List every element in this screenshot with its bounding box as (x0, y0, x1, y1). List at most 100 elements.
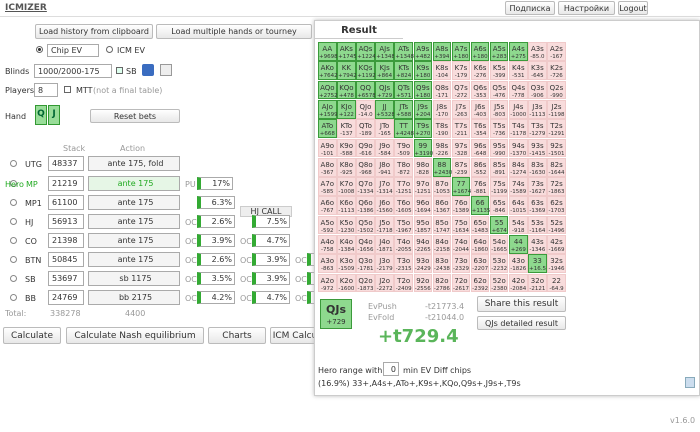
stack-input[interactable]: 21219 (48, 176, 84, 191)
percent-box[interactable]: 3.9% (252, 253, 290, 266)
hand-cell[interactable]: T5s -736 (489, 119, 509, 138)
hand-cell[interactable]: 96o -1694 (413, 196, 433, 216)
hand-cell[interactable]: A3s -85.0 (528, 42, 547, 61)
stack-input[interactable]: 21398 (48, 233, 84, 248)
hand-cell[interactable]: J6o -1560 (375, 196, 394, 216)
percent-box[interactable]: 4.7% (252, 291, 290, 304)
radio[interactable] (106, 46, 113, 53)
hand-cell[interactable]: K5o -1230 (337, 215, 356, 235)
hand-cell[interactable]: 65o -1483 (470, 215, 490, 235)
hand-cell[interactable]: AJo +1599 (318, 99, 338, 119)
percent-box[interactable]: 17% (197, 177, 233, 190)
hand-cell[interactable]: 54s -918 (509, 215, 528, 235)
hand-cell[interactable]: K2o -1600 (337, 273, 356, 293)
hand-cell[interactable]: KJo +122 (337, 99, 356, 119)
hand-cell[interactable]: T2o -2409 (394, 273, 413, 293)
hand-cell[interactable]: KK +7942 (337, 61, 357, 81)
hand-cell[interactable]: 94o -2265 (413, 235, 433, 254)
hand-cell[interactable]: J8o -941 (375, 157, 394, 177)
reset-button[interactable]: Reset bets (90, 109, 180, 123)
load-button[interactable]: Load multiple hands or tourney (156, 24, 312, 39)
hand-cell[interactable]: 73o -2329 (451, 254, 471, 274)
hand-cell[interactable]: QJo -14.0 (356, 99, 375, 119)
hand-cell[interactable]: Q3o -1781 (356, 254, 375, 274)
hand-cell[interactable]: QTs +571 (394, 80, 413, 100)
hand-cell[interactable]: J4o -1871 (375, 235, 394, 254)
players-select[interactable]: 8 (34, 83, 58, 97)
hand-cell[interactable]: K4o -1384 (337, 235, 356, 254)
icon[interactable] (160, 64, 172, 76)
hand-cell[interactable]: 32o -2121 (528, 273, 547, 293)
hand-cell[interactable]: 95s -990 (489, 138, 509, 158)
hand-cell[interactable]: 66 +1135 (470, 196, 490, 216)
hand-cell[interactable]: 53o -2232 (489, 254, 509, 274)
hand-cell[interactable]: AKo +7642 (318, 61, 338, 81)
hand-cell[interactable]: TT +4248 (394, 119, 414, 138)
hand-cell[interactable]: 96s -648 (470, 138, 490, 158)
percent-box[interactable]: 7.5% (252, 215, 290, 228)
hand-cell[interactable]: A9o -101 (318, 138, 337, 158)
hand-cell[interactable]: J2o -2272 (375, 273, 394, 293)
hand-cell[interactable]: A5o -592 (318, 215, 337, 235)
hand-cell[interactable]: A5s +283 (489, 42, 509, 61)
hand-cell[interactable]: 87s -239 (451, 157, 471, 177)
radio[interactable] (10, 218, 17, 225)
hand-cell[interactable]: ATs +1348 (394, 42, 414, 61)
hand-cell[interactable]: 72s -1863 (547, 177, 566, 196)
hand-cell[interactable]: T7o -1251 (394, 177, 413, 196)
hand-cell[interactable]: K5s -399 (489, 61, 509, 81)
hand-cell[interactable]: 65s -846 (489, 196, 509, 216)
hand-cell[interactable]: K8o -925 (337, 157, 356, 177)
hand-cell[interactable]: T4o -2055 (394, 235, 413, 254)
hand-cell[interactable]: 32s -1946 (547, 254, 566, 274)
hand-cell[interactable]: 95o -1857 (413, 215, 433, 235)
percent-box[interactable]: 3.5% (197, 272, 235, 285)
hand-cell[interactable]: T7s -211 (451, 119, 471, 138)
hand-cell[interactable]: Q5o -1502 (356, 215, 375, 235)
hand-cell[interactable]: 43s -1346 (528, 235, 547, 254)
hand-cell[interactable]: Q8o -968 (356, 157, 375, 177)
hand-cell[interactable]: T5o -1967 (394, 215, 413, 235)
stack-input[interactable]: 56913 (48, 214, 84, 229)
hand-cell[interactable]: AQo +2752 (318, 80, 338, 100)
hand-cell[interactable]: Q6s -353 (470, 80, 490, 100)
stack-input[interactable]: 61100 (48, 195, 84, 210)
hand-cell[interactable]: QJs +729 (375, 80, 394, 100)
hand-cell[interactable]: T2s -1291 (547, 119, 566, 138)
hand-cell[interactable]: 86s -552 (470, 157, 490, 177)
hand-cell[interactable]: J8s -170 (432, 99, 452, 119)
hand-cell[interactable]: 93s -1415 (528, 138, 547, 158)
stack-input[interactable]: 24769 (48, 290, 84, 305)
hand-cell[interactable]: 75s -1199 (489, 177, 509, 196)
hand-cell[interactable]: 62o -2392 (470, 273, 490, 293)
hand-cell[interactable]: 22 -64.9 (547, 273, 566, 293)
hand-cell[interactable]: T4s -1178 (509, 119, 528, 138)
percent-box[interactable]: 4.2% (197, 291, 235, 304)
mode-select[interactable]: Chip EV (47, 44, 99, 57)
hand-cell[interactable]: J4s -1000 (509, 99, 528, 119)
blinds-select[interactable]: 1000/2000-175 (34, 64, 112, 78)
hand-cell[interactable]: 62s -1703 (547, 196, 566, 216)
radio[interactable] (36, 46, 43, 53)
hand-cell[interactable]: T3o -2315 (394, 254, 413, 274)
radio[interactable] (10, 180, 17, 187)
hand-cell[interactable]: 52o -2380 (489, 273, 509, 293)
hand-cell[interactable]: 85s -891 (489, 157, 509, 177)
hand-cell[interactable]: 55 +674 (489, 215, 509, 235)
hand-cell[interactable]: A8s +394 (432, 42, 452, 61)
hand-cell[interactable]: KTo -137 (337, 119, 356, 138)
hand-cell[interactable]: 99 +3190 (413, 138, 433, 158)
hand-cell[interactable]: 53s -1164 (528, 215, 547, 235)
hand-cell[interactable]: 92s -1501 (547, 138, 566, 158)
hand-cell[interactable]: KJs +864 (375, 61, 394, 81)
hand-cell[interactable]: 63o -2207 (470, 254, 490, 274)
percent-box[interactable]: 4.7% (252, 234, 290, 247)
hand-cell[interactable]: 98s -226 (432, 138, 452, 158)
hand-cell[interactable]: K6s -276 (470, 61, 490, 81)
percent-box[interactable]: 2.6% (197, 253, 235, 266)
hand-cell[interactable]: J9s +204 (413, 99, 433, 119)
hand-cell[interactable]: K3o -1509 (337, 254, 356, 274)
hand-cell[interactable]: KTs +824 (394, 61, 413, 81)
stack-input[interactable]: 53697 (48, 271, 84, 286)
hand-cell[interactable]: J9o -584 (375, 138, 394, 158)
